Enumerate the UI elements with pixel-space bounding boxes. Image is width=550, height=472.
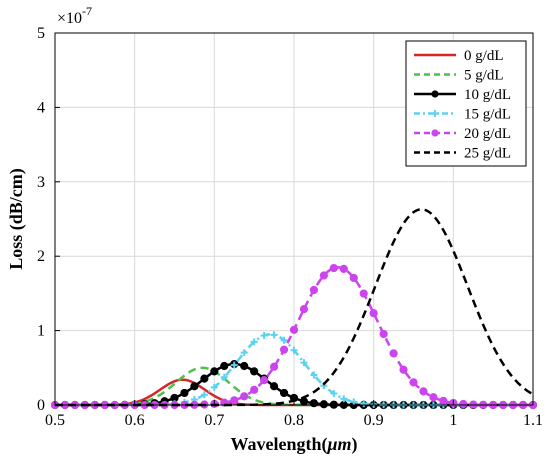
data-point	[389, 349, 398, 358]
legend-marker	[431, 90, 439, 98]
data-point	[309, 399, 319, 408]
data-point	[409, 378, 418, 387]
legend-label: 5 g/dL	[464, 68, 504, 84]
data-point	[429, 393, 438, 402]
data-point	[299, 397, 309, 406]
data-point	[309, 285, 319, 295]
y-exponent-label: ×10-7	[57, 4, 92, 27]
data-point	[300, 359, 308, 367]
data-point	[190, 382, 199, 391]
data-point	[330, 389, 338, 397]
data-point	[250, 385, 259, 394]
data-point	[459, 399, 468, 409]
data-point	[289, 325, 299, 334]
y-tick-label: 0	[37, 397, 45, 414]
data-point	[340, 395, 348, 403]
data-point	[319, 271, 328, 280]
data-point	[379, 329, 388, 339]
data-point	[329, 263, 338, 273]
data-point	[280, 336, 288, 344]
legend-label: 0 g/dL	[464, 48, 504, 64]
y-tick-label: 5	[37, 25, 45, 42]
data-point	[359, 289, 368, 298]
x-tick-label: 1.1	[523, 412, 543, 429]
data-point	[240, 392, 249, 401]
legend-marker	[431, 129, 439, 137]
data-point	[310, 371, 318, 379]
data-point	[269, 382, 279, 391]
data-point	[200, 391, 208, 399]
legend-label: 15 g/dL	[464, 107, 511, 123]
data-point	[230, 396, 239, 405]
x-tick-label: 1	[449, 412, 457, 429]
legend-marker	[431, 110, 439, 117]
data-point	[279, 388, 289, 398]
data-point	[290, 346, 298, 354]
data-point	[270, 331, 278, 339]
data-point	[240, 349, 248, 357]
data-point	[339, 264, 348, 273]
data-point	[230, 361, 238, 369]
x-tick-label: 0.5	[45, 412, 65, 429]
y-tick-label: 2	[37, 248, 45, 265]
y-tick-label: 1	[37, 323, 45, 340]
x-tick-label: 0.9	[364, 412, 384, 429]
data-point	[350, 398, 358, 406]
data-point	[439, 396, 448, 405]
data-point	[360, 400, 368, 408]
legend-label: 20 g/dL	[464, 126, 511, 142]
data-point	[419, 387, 428, 396]
y-axis-title: Loss (dB/cm)	[6, 168, 27, 270]
data-point	[269, 362, 279, 371]
y-tick-label: 4	[37, 99, 45, 116]
data-point	[220, 361, 229, 371]
x-tick-label: 0.7	[204, 412, 224, 429]
x-tick-label: 0.6	[125, 412, 145, 429]
data-point	[250, 338, 258, 346]
data-point	[260, 376, 269, 385]
data-point	[260, 331, 268, 339]
data-point	[369, 309, 378, 318]
data-point	[180, 388, 189, 398]
data-point	[299, 304, 309, 314]
legend-box	[405, 40, 527, 167]
x-tick-label: 0.8	[284, 412, 304, 429]
legend-label: 10 g/dL	[464, 87, 511, 103]
data-point	[210, 383, 218, 391]
data-point	[220, 373, 228, 381]
data-point	[200, 374, 209, 383]
tick-labels: 0.5 0.6 0.7 0.8 0.9 1 1.1 0 1 2 3 4 5	[37, 25, 543, 429]
data-point	[279, 345, 289, 354]
data-point	[399, 365, 408, 374]
data-point	[319, 400, 328, 409]
legend-label: 25 g/dL	[464, 146, 511, 162]
legend: 0 g/dL 5 g/dL 10 g/dL 15 g/dL 20 g/dL 25 g/dL	[405, 40, 527, 167]
data-point	[250, 367, 259, 376]
x-axis-title: Wavelength(μm)	[230, 434, 357, 455]
data-point	[210, 367, 219, 376]
y-tick-label: 3	[37, 174, 45, 191]
data-point	[240, 361, 249, 371]
data-point	[349, 273, 358, 283]
